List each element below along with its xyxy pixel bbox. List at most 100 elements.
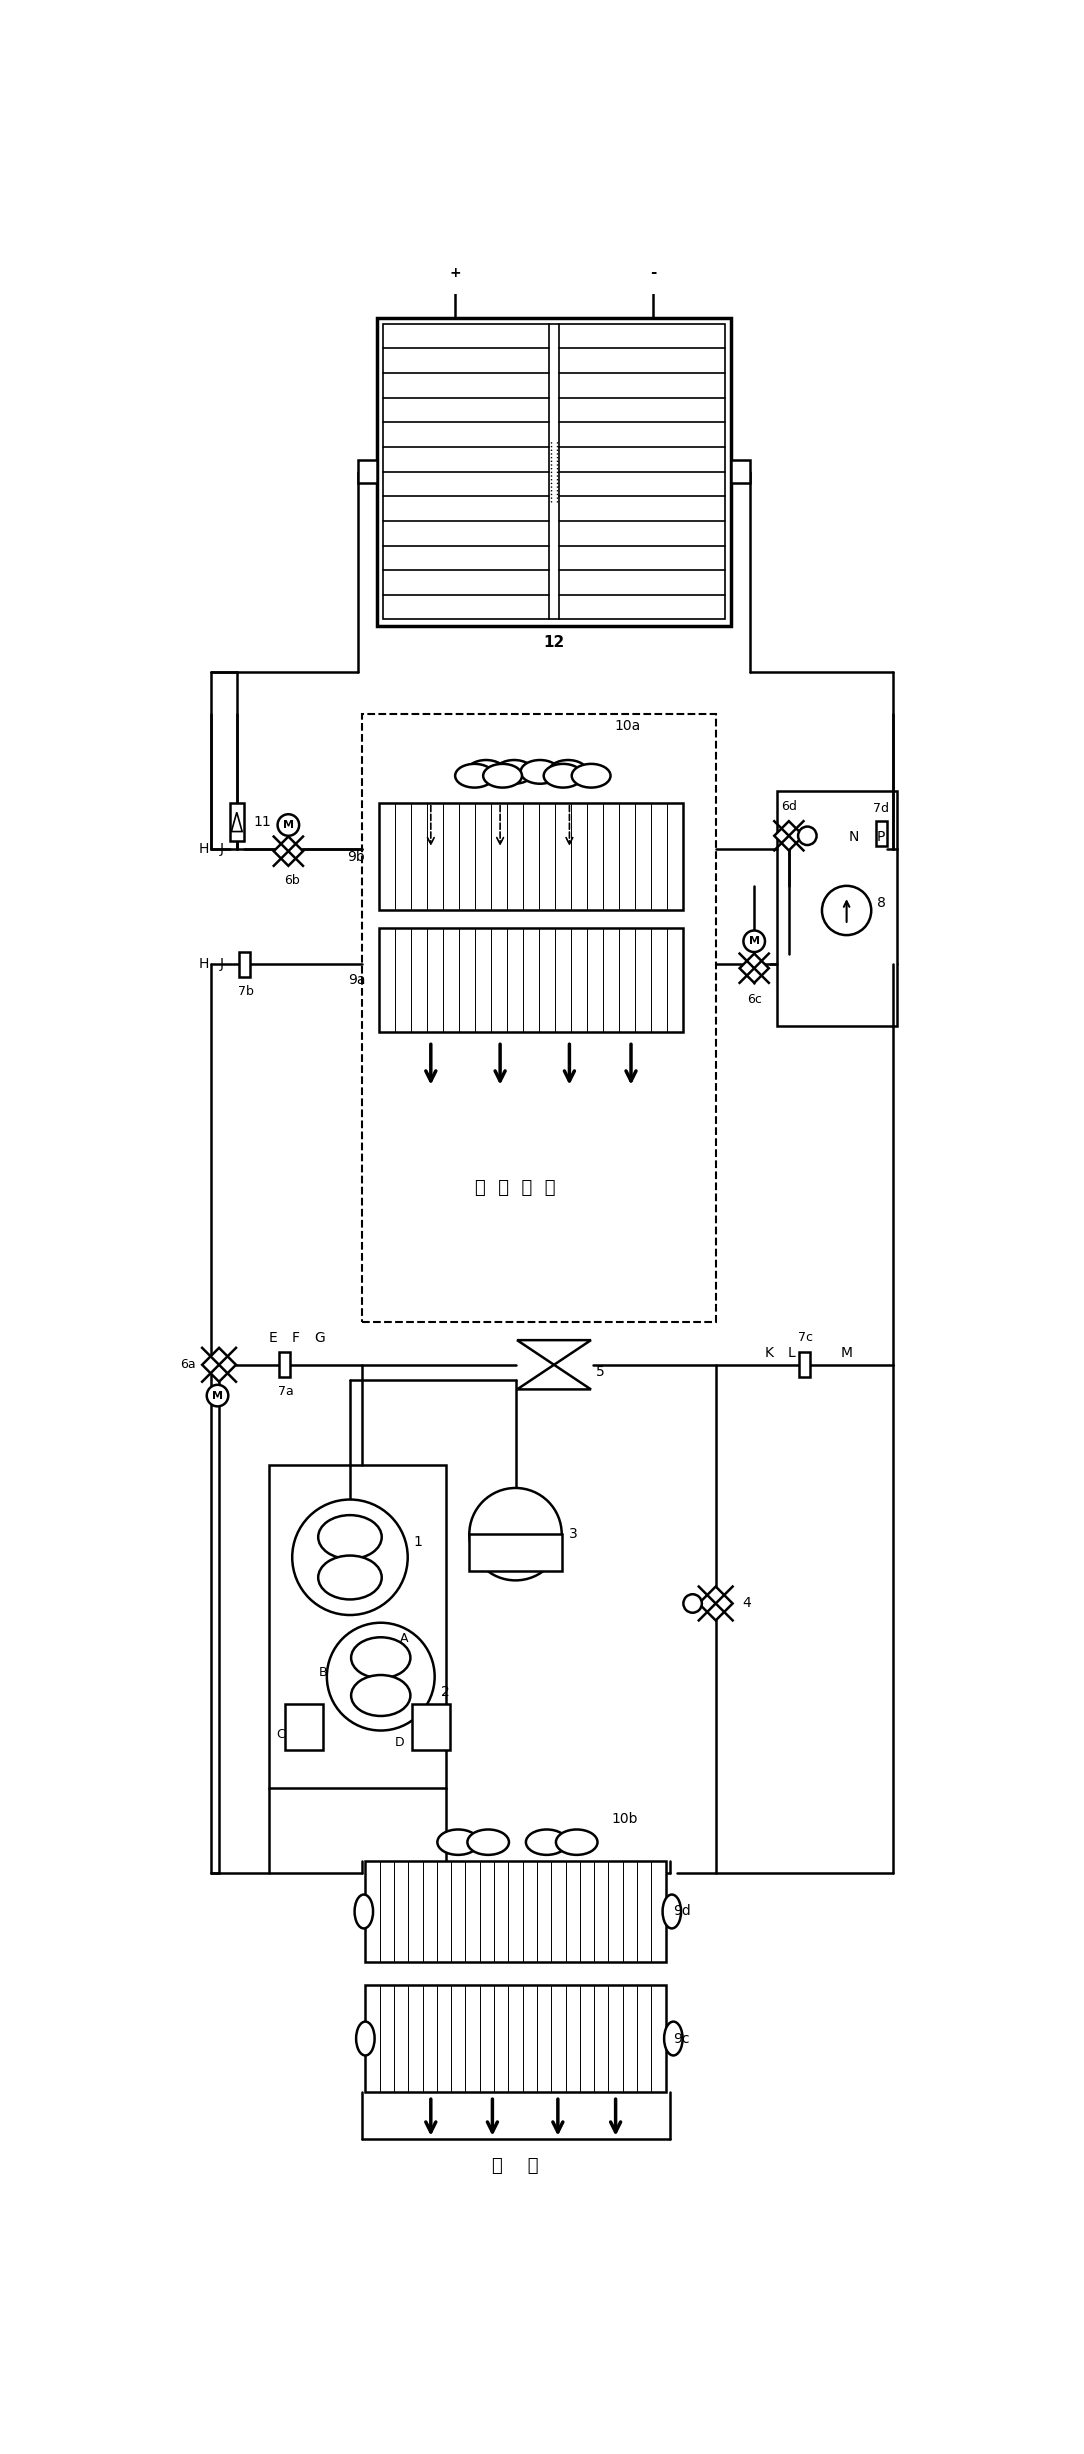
Text: 7b: 7b [238,984,254,999]
Text: M: M [749,937,760,947]
Bar [412,1703,450,1750]
Circle shape [798,827,816,844]
Bar [378,802,683,910]
Text: 7c: 7c [798,1333,813,1345]
Bar [378,928,683,1031]
Text: 1: 1 [414,1534,423,1548]
Text: 6b: 6b [284,874,300,886]
Text: 2: 2 [441,1686,450,1698]
Text: 4: 4 [743,1598,751,1610]
Bar [230,802,244,842]
Ellipse shape [357,2022,375,2056]
Bar [731,459,750,483]
Text: 9b: 9b [348,849,365,864]
Text: H: H [198,957,209,972]
Bar [469,1534,562,1571]
Text: L: L [787,1347,795,1360]
Bar [284,1703,323,1750]
Circle shape [744,930,765,952]
Text: 10b: 10b [611,1811,638,1826]
Text: -: - [650,265,657,280]
Text: 8: 8 [877,896,886,910]
Ellipse shape [354,1894,373,1929]
Bar [377,317,731,626]
Circle shape [822,886,872,935]
Text: 6a: 6a [180,1357,196,1372]
Ellipse shape [664,2022,683,2056]
Text: 9d: 9d [673,1904,692,1919]
Polygon shape [739,955,769,984]
Ellipse shape [662,1894,681,1929]
Bar [777,790,896,1026]
Polygon shape [517,1364,591,1389]
Bar [799,1352,810,1377]
Circle shape [469,1487,562,1580]
Polygon shape [774,822,803,852]
Text: B: B [319,1666,327,1679]
Text: M: M [283,820,294,829]
Text: M: M [212,1391,223,1401]
Circle shape [444,263,465,282]
Ellipse shape [467,761,505,783]
Ellipse shape [544,763,582,788]
Text: 9c: 9c [673,2032,689,2047]
Ellipse shape [319,1556,382,1600]
Ellipse shape [351,1637,411,1679]
Bar [358,459,377,483]
Text: 3: 3 [569,1526,578,1541]
Text: 车  厢  内  部: 车 厢 内 部 [475,1178,556,1198]
Text: 6d: 6d [780,800,797,812]
Text: 6c: 6c [747,991,762,1006]
Ellipse shape [437,1831,479,1855]
Text: H: H [198,842,209,856]
Ellipse shape [455,763,494,788]
Circle shape [643,263,663,282]
Ellipse shape [467,1831,509,1855]
Ellipse shape [494,761,533,783]
Text: A: A [400,1632,408,1644]
Text: M: M [840,1347,853,1360]
Ellipse shape [351,1676,411,1715]
Circle shape [278,815,299,837]
Text: 5: 5 [596,1364,605,1379]
Text: +: + [449,265,461,280]
Ellipse shape [319,1514,382,1558]
Circle shape [293,1499,408,1615]
Polygon shape [274,837,304,866]
Circle shape [683,1595,701,1612]
Ellipse shape [520,761,559,783]
Text: J: J [219,842,223,856]
Text: 10a: 10a [614,719,641,734]
Circle shape [207,1384,229,1406]
Bar [365,1985,666,2093]
Bar [269,1465,447,1789]
Bar [365,1863,666,1961]
Ellipse shape [571,763,610,788]
Bar [876,822,887,847]
Text: F: F [292,1330,300,1345]
Text: 环    境: 环 境 [492,2157,539,2174]
Polygon shape [202,1347,236,1382]
Text: D: D [396,1735,404,1750]
Text: P: P [877,829,886,844]
Text: K: K [765,1347,774,1360]
Bar [383,324,725,618]
Text: 7d: 7d [874,802,889,815]
Text: N: N [849,829,860,844]
Bar [361,714,715,1323]
Text: 7a: 7a [279,1384,294,1399]
Polygon shape [231,812,242,832]
Polygon shape [517,1340,591,1364]
Circle shape [327,1622,435,1730]
Text: G: G [313,1330,324,1345]
Ellipse shape [526,1831,568,1855]
Polygon shape [699,1588,733,1620]
Text: C: C [276,1728,285,1740]
Ellipse shape [556,1831,597,1855]
Ellipse shape [483,763,522,788]
Text: 12: 12 [543,636,565,650]
Text: 11: 11 [254,815,271,829]
Bar [279,1352,289,1377]
Bar [240,952,249,977]
Text: E: E [269,1330,278,1345]
